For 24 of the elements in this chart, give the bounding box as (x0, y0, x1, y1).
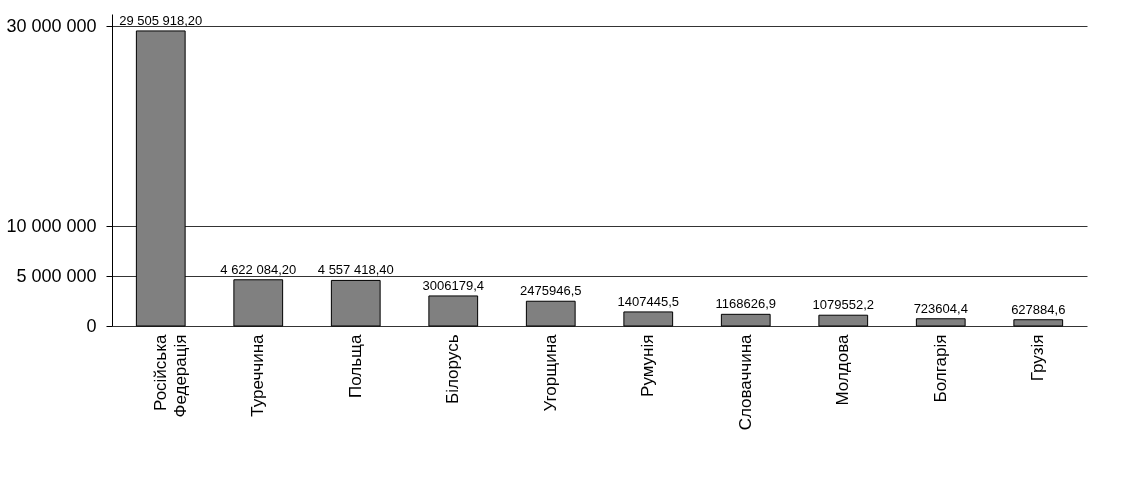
x-tick-label: Грузія (1028, 334, 1048, 382)
data-label: 1079552,2 (812, 297, 874, 313)
data-label: 4 622 084,20 (220, 261, 297, 277)
data-label: 627884,6 (1011, 301, 1066, 317)
x-tick-label: Російська Федерація (150, 333, 190, 418)
data-label: 1168626,9 (715, 296, 776, 312)
y-tick-label: 10 000 000 (6, 215, 97, 236)
data-label: 1407445,5 (617, 293, 679, 309)
x-tick-label: Молдова (833, 333, 853, 406)
data-label: 3006179,4 (422, 277, 484, 293)
x-tick-label: Словаччина (735, 333, 755, 431)
data-label: 4 557 418,40 (317, 262, 394, 278)
x-tick-label: Угорщина (540, 333, 560, 412)
y-tick-label: 5 000 000 (16, 265, 97, 286)
x-tick-label: Туреччина (248, 333, 268, 417)
x-tick-label: Румунія (638, 334, 658, 397)
data-label: 2475946,5 (520, 283, 582, 299)
y-tick-label: 30 000 000 (6, 15, 97, 36)
y-tick-label: 0 (86, 315, 97, 336)
x-tick-label: Болгарія (930, 334, 950, 403)
x-tick-label: Білорусь (443, 334, 463, 404)
x-tick-label: Польща (345, 333, 365, 399)
data-label: 29 505 918,20 (119, 12, 203, 28)
data-label: 723604,4 (913, 300, 968, 316)
